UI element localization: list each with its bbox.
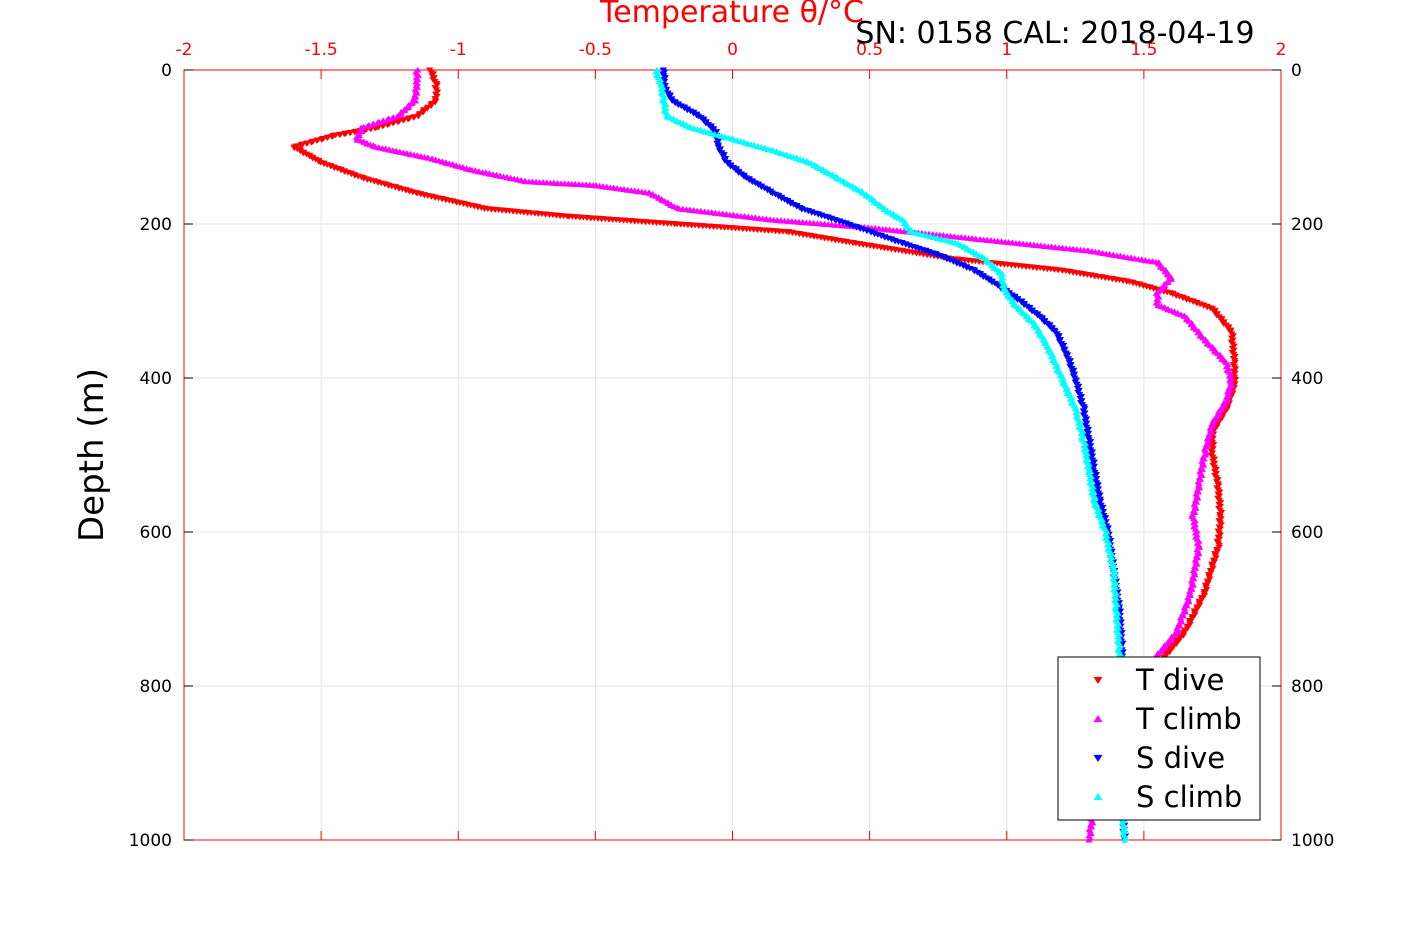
legend-marker: [1093, 676, 1103, 685]
y-tick-label-right: 200: [1291, 215, 1323, 235]
y-tick-label-right: 400: [1291, 369, 1323, 389]
data-point: [1121, 836, 1129, 843]
y-tick-label-right: 1000: [1291, 831, 1334, 851]
legend: T dive T climb S dive S climb: [1057, 656, 1261, 821]
legend-marker: [1093, 792, 1103, 801]
y-tick-label-right: 0: [1291, 61, 1302, 81]
y-tick-label-right: 600: [1291, 523, 1323, 543]
legend-marker: [1093, 714, 1103, 723]
legend-label: T climb: [1135, 702, 1242, 736]
data-point: [1176, 636, 1184, 642]
x-tick-label: 2: [1276, 40, 1287, 60]
x-tick-label: 1: [1001, 40, 1012, 60]
chart-title: Temperature θ/°C: [599, 0, 864, 30]
y-tick-label-left: 800: [140, 677, 172, 697]
legend-label: S dive: [1136, 741, 1225, 775]
x-tick-label: 0: [727, 40, 738, 60]
legend-box: [1057, 656, 1261, 821]
data-point: [1179, 632, 1188, 639]
y-tick-label-left: 200: [140, 215, 172, 235]
x-tick-label: -1: [450, 40, 467, 60]
y-tick-label-left: 1000: [129, 831, 172, 851]
series-s-climb: [652, 66, 1130, 843]
legend-label: S climb: [1136, 780, 1242, 814]
x-tick-label: -0.5: [579, 40, 612, 60]
y-tick-label-right: 800: [1291, 677, 1323, 697]
y-tick-label-left: 600: [140, 523, 172, 543]
data-point: [1169, 644, 1177, 651]
data-point: [721, 157, 729, 164]
data-point: [1166, 649, 1174, 656]
x-tick-label: 0.5: [856, 40, 883, 60]
y-tick-label-left: 400: [140, 369, 172, 389]
legend-label: T dive: [1135, 663, 1224, 697]
x-tick-label: 1.5: [1130, 40, 1157, 60]
x-tick-label: -1.5: [305, 40, 338, 60]
y-tick-label-left: 0: [161, 61, 172, 81]
legend-marker: [1093, 754, 1103, 763]
x-tick-label: -2: [176, 40, 193, 60]
data-point: [1085, 836, 1093, 843]
subtitle: SN: 0158 CAL: 2018-04-19: [855, 16, 1254, 51]
y-axis-label: Depth (m): [72, 368, 112, 542]
data-point: [1173, 641, 1181, 647]
